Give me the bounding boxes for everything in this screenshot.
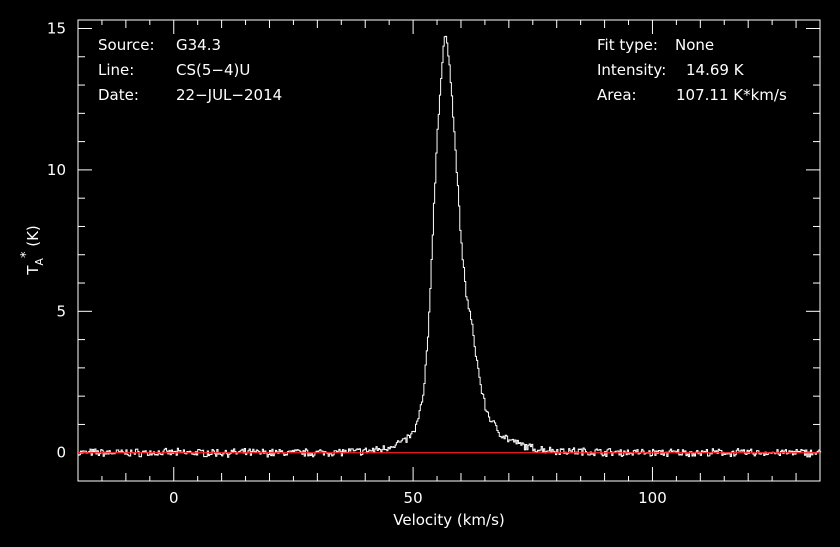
info-line-value: CS(5−4)U [176, 61, 250, 79]
axis-ticks [77, 20, 821, 482]
info-intensity-value: 14.69 K [686, 61, 745, 79]
series-layer [78, 35, 822, 458]
axis-tick-labels: 0 50 100 0 5 10 15 [47, 19, 667, 507]
info-source-value: G34.3 [176, 36, 221, 54]
x-tick-label: 50 [404, 489, 423, 507]
y-axis-label: TA* (K) [19, 225, 46, 276]
info-line-key: Line: [98, 61, 134, 79]
x-tick-label: 100 [638, 489, 667, 507]
info-date-value: 22−JUL−2014 [176, 86, 282, 104]
info-date-key: Date: [98, 86, 139, 104]
y-tick-label: 5 [56, 302, 66, 320]
spectrum-line [78, 35, 822, 458]
x-axis-label: Velocity (km/s) [393, 511, 504, 529]
info-source-key: Source: [98, 36, 155, 54]
info-area-key: Area: [597, 86, 637, 104]
info-intensity-key: Intensity: [597, 61, 666, 79]
info-fit-type-key: Fit type: [597, 36, 658, 54]
y-tick-label: 10 [47, 161, 66, 179]
y-tick-label: 0 [56, 444, 66, 462]
y-tick-label: 15 [47, 19, 66, 37]
info-fit-type-value: None [675, 36, 714, 54]
plot-frame [77, 19, 821, 482]
x-tick-label: 0 [169, 489, 179, 507]
info-area-value: 107.11 K*km/s [676, 86, 787, 104]
